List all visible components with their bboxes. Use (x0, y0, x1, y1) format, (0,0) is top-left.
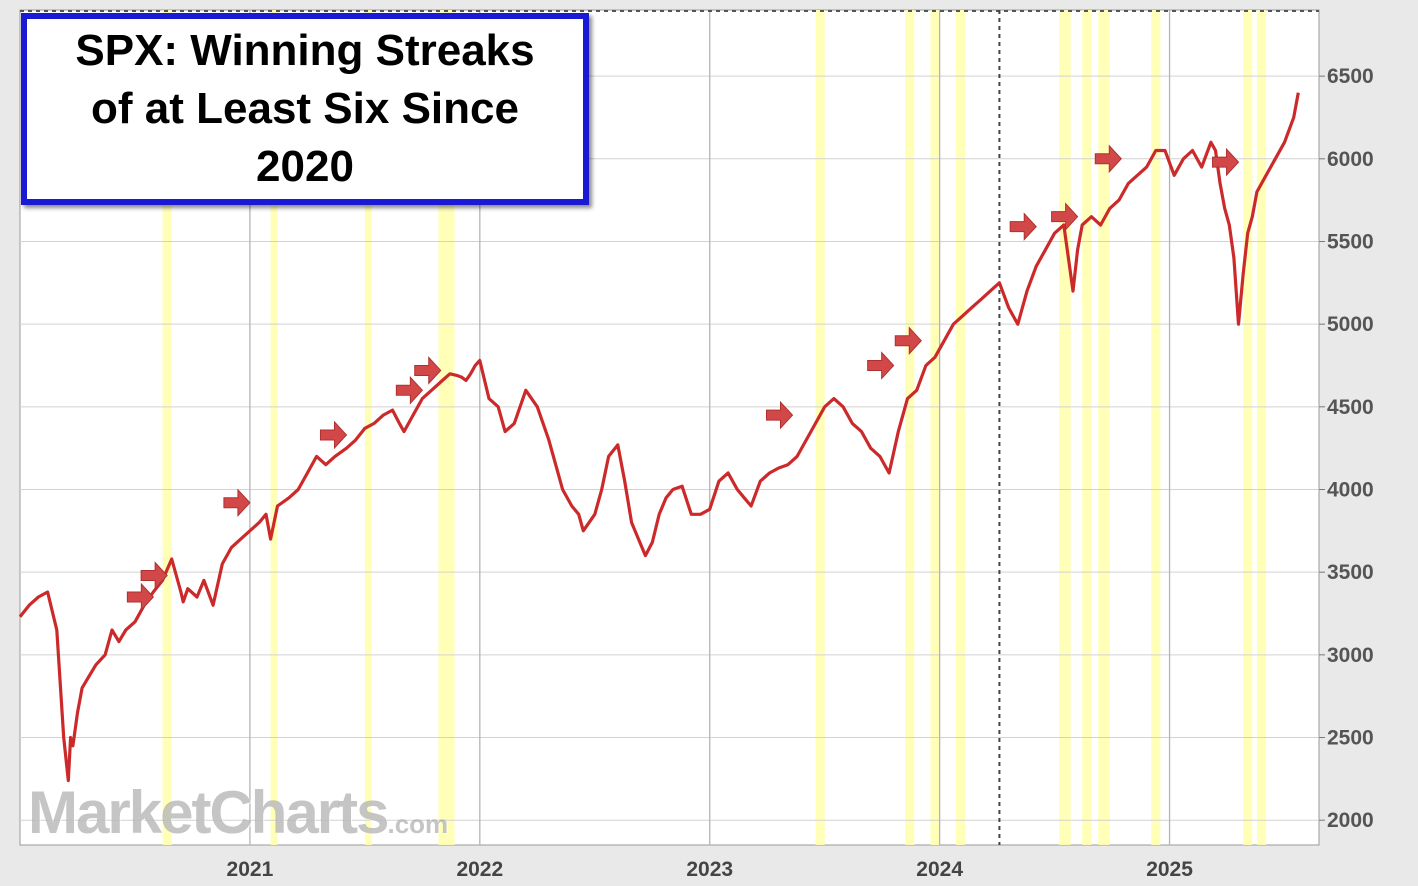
watermark-suffix: .com (387, 809, 449, 839)
y-tick-label: 2000 (1327, 809, 1374, 832)
highlight-band (270, 10, 278, 845)
streak-arrows (126, 144, 1240, 612)
x-tick-label: 2022 (456, 858, 503, 881)
streak-arrow-icon (223, 488, 251, 518)
highlight-band (955, 10, 965, 845)
x-tick-label: 2025 (1146, 858, 1193, 881)
watermark-brand: MarketCharts (28, 779, 389, 846)
highlight-band (1256, 10, 1267, 845)
streak-arrow-icon (766, 400, 794, 430)
chart-title-box: SPX: Winning Streaks of at Least Six Sin… (21, 13, 589, 205)
y-tick-label: 6000 (1327, 148, 1374, 171)
highlight-band (930, 10, 940, 845)
streak-arrow-icon (140, 561, 168, 590)
y-tick-label: 4500 (1327, 396, 1374, 419)
highlight-band (1151, 10, 1161, 845)
streak-arrow-icon (1212, 147, 1240, 177)
y-axis: 2000 2500 3000 3500 4000 4500 5000 5500 6000 6500 (1319, 65, 1374, 832)
streak-arrow-icon (1094, 144, 1122, 174)
streak-arrow-icon (894, 326, 922, 355)
highlight-band (815, 10, 825, 845)
streak-arrow-icon (1051, 202, 1079, 231)
spx-series-line (18, 92, 1300, 783)
highlight-band (1098, 10, 1110, 845)
x-tick-label: 2024 (916, 858, 963, 881)
highlight-band (162, 10, 172, 845)
y-tick-label: 6500 (1327, 65, 1374, 88)
x-axis: 2021 2022 2023 2024 2025 (227, 858, 1194, 881)
y-tick-label: 5000 (1327, 313, 1374, 336)
highlight-band (1243, 10, 1253, 845)
watermark: MarketCharts.com (28, 778, 448, 847)
x-tick-label: 2023 (686, 858, 733, 881)
highlight-band (438, 10, 455, 845)
highlight-band (1082, 10, 1092, 845)
highlight-band (1059, 10, 1071, 845)
y-tick-label: 3000 (1327, 644, 1374, 667)
streak-arrow-icon (867, 351, 895, 380)
grid (20, 10, 1319, 845)
y-tick-label: 2500 (1327, 727, 1374, 750)
chart-title: SPX: Winning Streaks of at Least Six Sin… (75, 26, 535, 191)
highlight-band (905, 10, 915, 845)
price-series (18, 92, 1300, 783)
streak-arrow-icon (126, 582, 155, 612)
x-tick-label: 2021 (227, 858, 274, 881)
streak-arrow-icon (319, 420, 348, 450)
y-tick-label: 3500 (1327, 561, 1374, 584)
streak-arrow-icon (414, 356, 442, 385)
streak-arrow-icon (395, 376, 424, 405)
y-tick-label: 5500 (1327, 230, 1374, 253)
y-tick-label: 4000 (1327, 479, 1374, 502)
streak-arrow-icon (1009, 212, 1037, 241)
